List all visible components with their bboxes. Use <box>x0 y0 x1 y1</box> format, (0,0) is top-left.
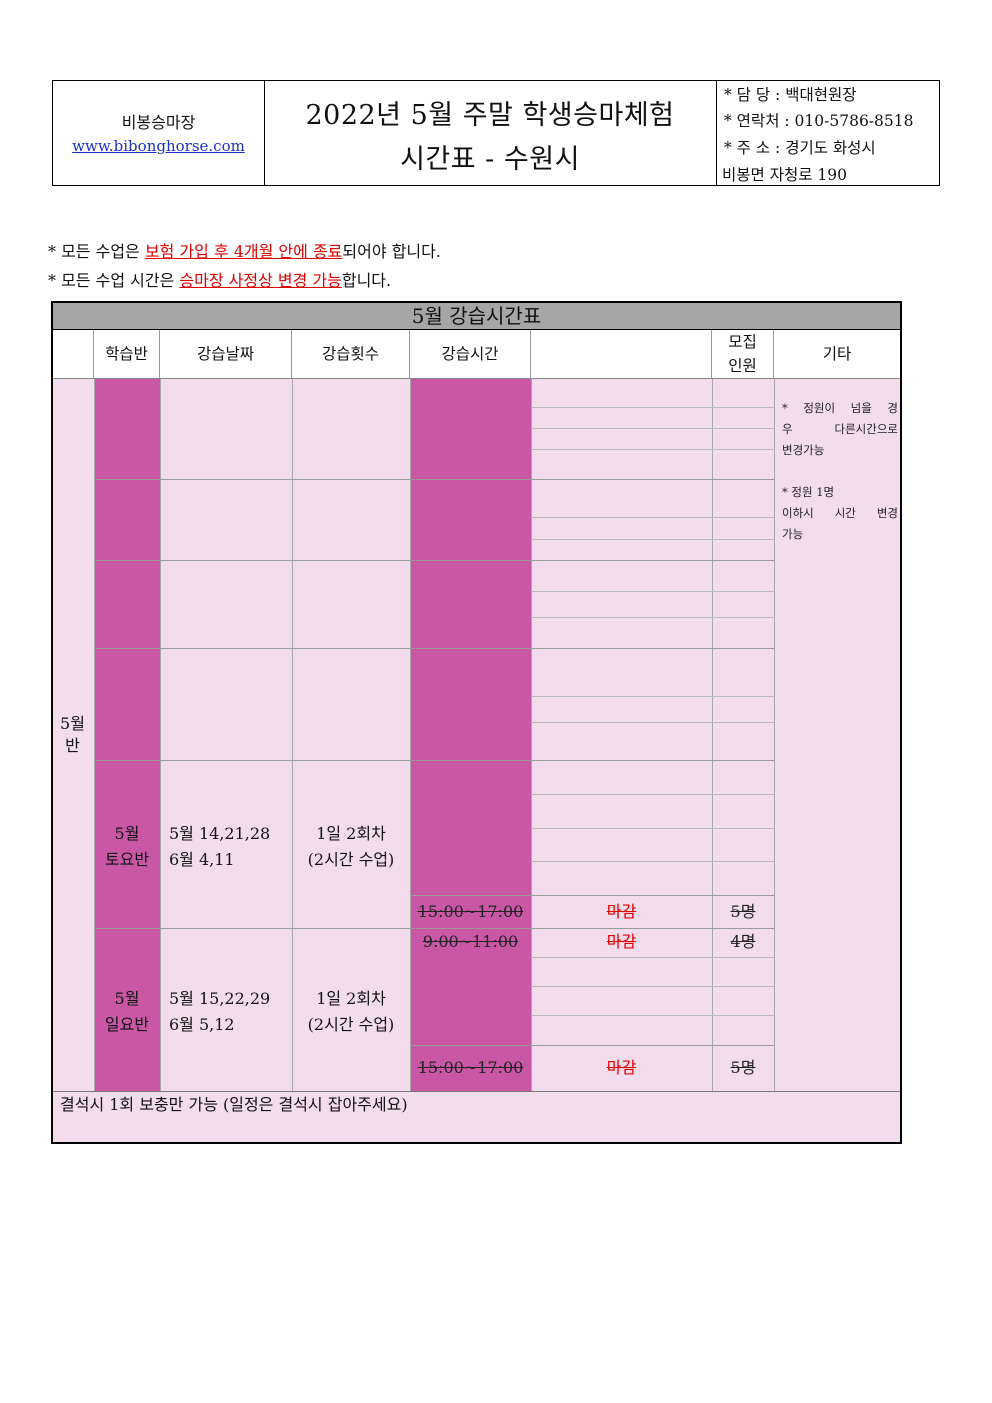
sunday-count-sessions: 1일 2회차 <box>316 989 386 1008</box>
sunday-class-month: 5월 <box>114 989 140 1008</box>
etc-note-overflow-2: 우 다른시간으로 <box>782 422 898 436</box>
sunday-count-duration: (2시간 수업) <box>307 1015 395 1034</box>
title-cell: 2022년 5월 주말 학생승마체험 시간표 - 수원시 <box>264 81 717 185</box>
contact-manager: * 담 당 : 백대현원장 <box>724 86 857 104</box>
header-time: 강습시간 <box>410 330 531 379</box>
sunday-dates-june: 6월 5,12 <box>169 1015 235 1034</box>
note-insurance: * 모든 수업은 보험 가입 후 4개월 안에 종료되어야 합니다. <box>48 238 441 262</box>
contact-phone: * 연락처 : 010-5786-8518 <box>724 112 914 130</box>
header-class: 학습반 <box>94 330 160 379</box>
contact-address: * 주 소 : 경기도 화성시 <box>724 139 876 157</box>
header-recruit-1: 모집 <box>728 333 757 351</box>
sunday-dates-may: 5월 15,22,29 <box>169 989 271 1008</box>
saturday-slot-time: 15:00~17:00 <box>417 902 524 921</box>
sunday-slot2-time: 15:00~17:00 <box>417 1058 524 1077</box>
group-label-month: 5월 <box>60 714 85 733</box>
saturday-slot-people: 5명 <box>730 902 756 921</box>
venue-name: 비봉승마장 <box>121 113 196 132</box>
group-label: 5월 반 <box>51 713 94 757</box>
etc-note-minimum-1: * 정원 1명 <box>782 485 835 499</box>
time-column-fill <box>410 379 531 1091</box>
sunday-slot2-status: 마감 <box>606 1058 637 1077</box>
sunday-class: 5월 일요반 <box>94 986 160 1038</box>
sunday-slot1-status: 마감 <box>606 932 637 951</box>
note-insurance-highlight: 보험 가입 후 4개월 안에 종료 <box>144 242 343 261</box>
etc-note-overflow-1: * 정원이 넘을 경 <box>782 401 898 415</box>
sunday-dates: 5월 15,22,29 6월 5,12 <box>169 986 270 1038</box>
table-title: 5월 강습시간표 <box>51 301 902 330</box>
sunday-class-name: 일요반 <box>104 1015 150 1034</box>
etc-note-minimum-2: 이하시 시간 변경 <box>782 506 898 520</box>
etc-note-minimum: * 정원 1명 이하시 시간 변경 가능 <box>782 482 898 545</box>
sunday-slot1-people: 4명 <box>730 932 756 951</box>
saturday-class-name: 토요반 <box>104 850 150 869</box>
website-link[interactable]: www.bibonghorse.com <box>72 137 245 155</box>
saturday-dates-june: 6월 4,11 <box>169 850 235 869</box>
page-title: 2022년 5월 주말 학생승마체험 <box>305 100 675 131</box>
sunday-slot1-time: 9:00~11:00 <box>422 932 519 951</box>
class-column-fill <box>94 379 160 1091</box>
header-recruit: 모집 인원 <box>712 330 774 379</box>
saturday-class: 5월 토요반 <box>94 821 160 873</box>
venue-cell: 비봉승마장 www.bibonghorse.com <box>53 81 265 185</box>
saturday-dates-may: 5월 14,21,28 <box>169 824 271 843</box>
contact-address-detail: 비봉면 자청로 190 <box>722 166 847 184</box>
note-schedule-change: * 모든 수업 시간은 승마장 사정상 변경 가능합니다. <box>48 267 391 291</box>
header-count: 강습횟수 <box>292 330 410 379</box>
header-recruit-2: 인원 <box>728 357 757 375</box>
etc-note-overflow: * 정원이 넘을 경 우 다른시간으로 변경가능 <box>782 398 898 461</box>
schedule-table: 5월 강습시간표 학습반 강습날짜 강습횟수 강습시간 모집 인원 기타 <box>51 301 902 1144</box>
page-subtitle: 시간표 - 수원시 <box>400 144 580 175</box>
group-label-class: 반 <box>65 736 80 755</box>
saturday-count: 1일 2회차 (2시간 수업) <box>292 821 410 873</box>
contact-cell: * 담 당 : 백대현원장 * 연락처 : 010-5786-8518 * 주 … <box>716 81 939 185</box>
table-footer: 결석시 1회 보충만 가능 (일정은 결석시 잡아주세요) <box>60 1095 408 1114</box>
note-insurance-pre: * 모든 수업은 <box>48 242 145 261</box>
note-schedule-post: 합니다. <box>341 271 392 290</box>
header-empty <box>531 330 712 379</box>
saturday-dates: 5월 14,21,28 6월 4,11 <box>169 821 270 873</box>
saturday-slot-status: 마감 <box>606 902 637 921</box>
sunday-slot2-people: 5명 <box>730 1058 756 1077</box>
header-blank <box>51 330 94 379</box>
note-schedule-pre: * 모든 수업 시간은 <box>48 271 180 290</box>
header-box: 비봉승마장 www.bibonghorse.com 2022년 5월 주말 학생… <box>52 80 940 186</box>
note-schedule-highlight: 승마장 사정상 변경 가능 <box>179 271 342 290</box>
saturday-class-month: 5월 <box>114 824 140 843</box>
etc-note-overflow-3: 변경가능 <box>782 443 825 457</box>
note-insurance-post: 되어야 합니다. <box>342 242 441 261</box>
saturday-count-duration: (2시간 수업) <box>307 850 395 869</box>
saturday-count-sessions: 1일 2회차 <box>316 824 386 843</box>
etc-note-minimum-3: 가능 <box>782 527 804 541</box>
header-etc: 기타 <box>774 330 902 379</box>
sunday-count: 1일 2회차 (2시간 수업) <box>292 986 410 1038</box>
header-dates: 강습날짜 <box>160 330 292 379</box>
